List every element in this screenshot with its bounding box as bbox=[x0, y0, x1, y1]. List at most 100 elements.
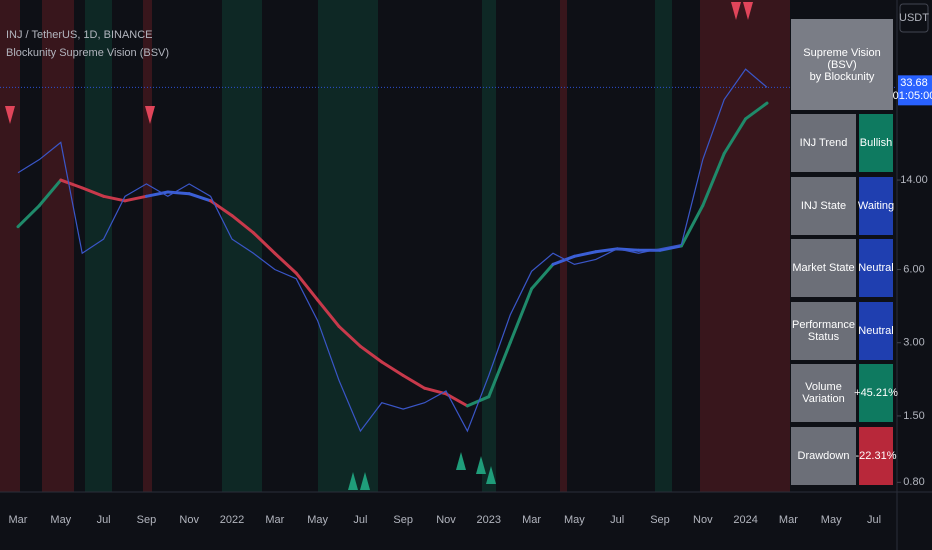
buy-signal bbox=[360, 472, 370, 490]
ma-segment bbox=[16, 204, 41, 229]
countdown-label: 01:05:00 bbox=[893, 90, 932, 102]
red-zone bbox=[0, 0, 20, 492]
sell-signal bbox=[5, 106, 15, 124]
ma-segment bbox=[530, 262, 555, 291]
buy-signal bbox=[456, 452, 466, 470]
green-zone bbox=[482, 0, 496, 492]
y-tick-label: 1.50 bbox=[903, 410, 924, 422]
ma-segment bbox=[722, 117, 748, 156]
sell-signal bbox=[731, 2, 741, 20]
last-price-tag bbox=[898, 75, 932, 106]
ma-segment bbox=[166, 190, 191, 196]
x-tick-label: Mar bbox=[779, 514, 798, 526]
ma-segment bbox=[251, 231, 277, 255]
x-tick-label: 2023 bbox=[477, 514, 501, 526]
row-label: INJ Trend bbox=[791, 114, 856, 172]
row-value: Neutral bbox=[858, 239, 894, 298]
row-value: Neutral bbox=[858, 301, 894, 360]
red-zone bbox=[143, 0, 152, 492]
panel-title: Supreme Vision (BSV) by Blockunity bbox=[791, 19, 893, 110]
x-tick-label: Nov bbox=[436, 514, 456, 526]
y-tick-label: 3.00 bbox=[903, 337, 924, 349]
sell-signal bbox=[743, 2, 753, 20]
ma-segment bbox=[123, 194, 148, 203]
currency-button[interactable] bbox=[899, 3, 929, 33]
ma-segment bbox=[80, 186, 106, 198]
x-tick-label: Jul bbox=[867, 514, 881, 526]
ma-segment bbox=[444, 392, 469, 408]
x-tick-label: Jul bbox=[610, 514, 624, 526]
x-tick-label: Sep bbox=[137, 514, 157, 526]
buy-signal bbox=[348, 472, 358, 490]
x-tick-label: Sep bbox=[650, 514, 670, 526]
x-tick-label: Jul bbox=[353, 514, 367, 526]
x-tick-label: 2022 bbox=[220, 514, 244, 526]
ma-segment bbox=[551, 254, 576, 266]
ma-segment bbox=[59, 178, 84, 190]
x-tick-label: Nov bbox=[693, 514, 713, 526]
ma-segment bbox=[380, 360, 405, 377]
ma-segment bbox=[37, 178, 63, 208]
chart-title: INJ / TetherUS, 1D, BINANCE bbox=[6, 29, 153, 41]
x-tick-label: May bbox=[307, 514, 328, 526]
sell-signal bbox=[145, 106, 155, 124]
ma-segment bbox=[487, 341, 512, 399]
ma-segment bbox=[316, 298, 341, 328]
y-tick-label: 14.00 bbox=[900, 174, 928, 186]
green-zone bbox=[85, 0, 112, 492]
ma-segment bbox=[294, 271, 320, 302]
row-label: Market State bbox=[791, 239, 856, 298]
ma-segment bbox=[401, 373, 427, 390]
last-price-label: 33.68 bbox=[900, 77, 928, 89]
ma-segment bbox=[187, 192, 213, 203]
row-value: -22.31% bbox=[856, 427, 897, 485]
ma-segment bbox=[572, 250, 598, 258]
buy-signal bbox=[486, 466, 496, 484]
row-value: Bullish bbox=[859, 114, 893, 172]
row-label: Performance Status bbox=[791, 301, 856, 360]
ma-segment bbox=[744, 101, 769, 121]
x-tick-label: Nov bbox=[179, 514, 199, 526]
ma-segment bbox=[102, 194, 127, 203]
red-zone bbox=[560, 0, 567, 492]
ma-segment bbox=[273, 251, 298, 275]
x-tick-label: May bbox=[821, 514, 842, 526]
ma-segment bbox=[508, 287, 534, 345]
y-tick-label: 6.00 bbox=[903, 263, 924, 275]
x-tick-label: 2024 bbox=[733, 514, 757, 526]
x-tick-label: Sep bbox=[393, 514, 413, 526]
panel-title-line: Supreme Vision (BSV) bbox=[803, 46, 881, 71]
row-label: Drawdown bbox=[791, 427, 856, 485]
x-tick-label: May bbox=[564, 514, 585, 526]
green-zone bbox=[318, 0, 378, 492]
x-tick-label: May bbox=[50, 514, 71, 526]
red-zone bbox=[700, 0, 790, 492]
ma-segment bbox=[337, 324, 362, 348]
x-tick-label: Mar bbox=[522, 514, 541, 526]
row-value: +45.21% bbox=[854, 364, 898, 423]
ma-segment bbox=[358, 344, 384, 364]
signals bbox=[5, 2, 753, 490]
currency-label[interactable]: USDT bbox=[899, 12, 929, 24]
green-zone bbox=[655, 0, 672, 492]
row-value: Waiting bbox=[858, 176, 894, 235]
red-zone bbox=[42, 0, 74, 492]
buy-signal bbox=[476, 456, 486, 474]
ma-segment bbox=[701, 152, 726, 208]
ma-segment bbox=[230, 214, 255, 235]
ma-segment bbox=[679, 204, 705, 248]
ma-segment bbox=[658, 244, 683, 252]
panel-title-line: by Blockunity bbox=[809, 70, 875, 83]
indicator-name: Blockunity Supreme Vision (BSV) bbox=[6, 47, 169, 59]
y-tick-label: 0.80 bbox=[903, 476, 924, 488]
row-label: Volume Variation bbox=[791, 364, 856, 423]
ma-segment bbox=[465, 395, 491, 408]
ma-segment bbox=[594, 247, 619, 254]
x-tick-label: Mar bbox=[265, 514, 284, 526]
x-tick-label: Jul bbox=[97, 514, 111, 526]
ma-segment bbox=[144, 190, 170, 198]
row-label: INJ State bbox=[791, 176, 856, 235]
x-tick-label: Mar bbox=[9, 514, 28, 526]
